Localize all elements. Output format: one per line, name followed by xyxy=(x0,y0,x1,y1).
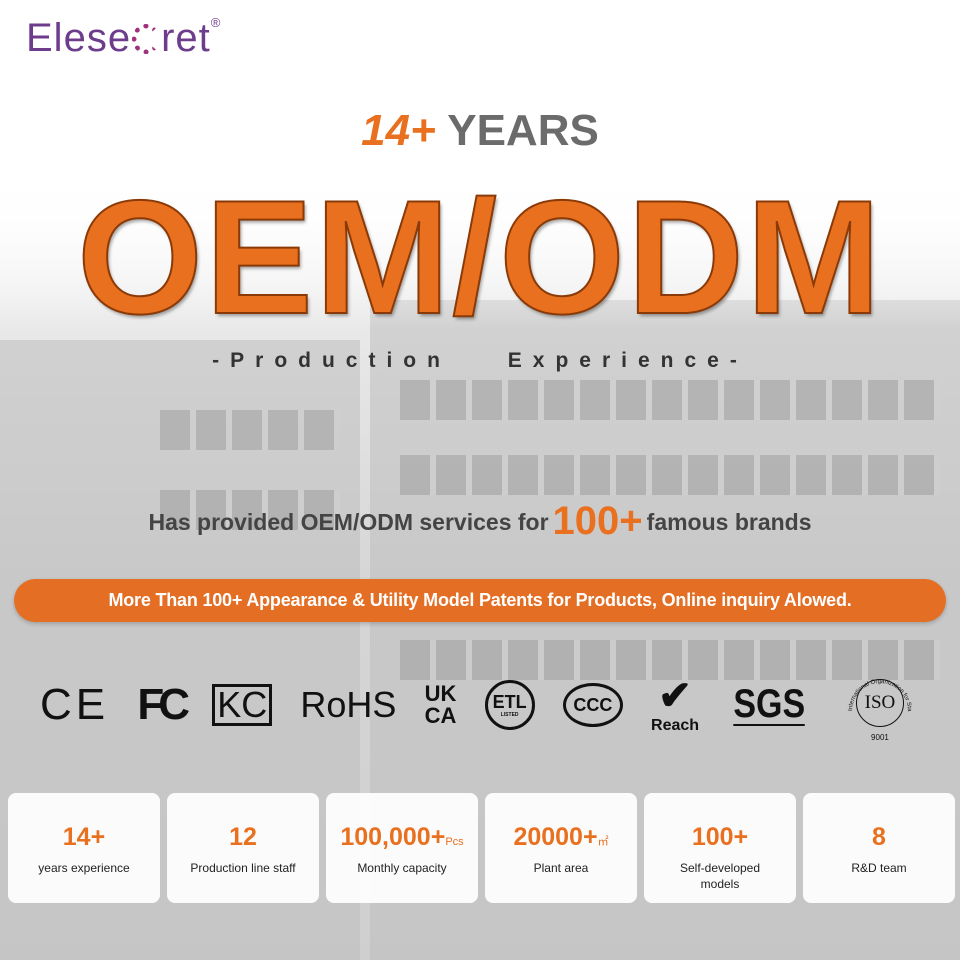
stat-card: 8 R&D team xyxy=(803,793,955,903)
iso-icon: International Organization for Standardi… xyxy=(840,665,920,745)
stat-card: 12 Production line staff xyxy=(167,793,319,903)
windows xyxy=(400,640,940,680)
windows xyxy=(160,410,340,450)
main-title: OEM/ODM xyxy=(76,167,883,348)
windows xyxy=(160,490,340,530)
reach-icon: ✔ Reach xyxy=(651,674,700,734)
windows xyxy=(400,380,940,420)
rohs-icon: RoHS xyxy=(300,684,397,725)
peacock-icon xyxy=(132,24,161,54)
stat-card: 100,000+Pcs Monthly capacity xyxy=(326,793,478,903)
iso-number: 9001 xyxy=(871,733,889,742)
stat-card: 20000+㎡ Plant area xyxy=(485,793,637,903)
checkmark-icon: ✔ xyxy=(658,674,692,718)
patents-banner: More Than 100+ Appearance & Utility Mode… xyxy=(14,579,946,622)
stats-cards: 14+ years experience 12 Production line st… xyxy=(8,793,955,903)
certification-row: CE FC KC RoHS UK CA ETL LISTED CCC ✔ Reach … xyxy=(40,662,920,748)
ukca-icon: UK CA xyxy=(424,681,457,728)
fcc-icon: FC xyxy=(137,680,190,729)
ce-icon: CE xyxy=(40,680,110,729)
ccc-icon: CCC xyxy=(562,683,623,727)
brands-line: Has provided OEM/ODM services for 100+ fam… xyxy=(148,499,812,543)
brand-logo: Elese ret® xyxy=(26,15,222,60)
etl-icon: ETL LISTED xyxy=(484,680,535,730)
years-headline: 14+ YEARS xyxy=(361,106,599,155)
kc-icon: KC xyxy=(212,684,273,726)
subtitle: -Production Experience- xyxy=(212,349,748,372)
stat-card: 14+ years experience xyxy=(8,793,160,903)
windows xyxy=(400,455,940,495)
sgs-icon: SGS xyxy=(733,682,806,726)
top-fade xyxy=(0,0,960,330)
stat-card: 100+ Self-developed models xyxy=(644,793,796,903)
iso-text: ISO xyxy=(855,679,904,727)
